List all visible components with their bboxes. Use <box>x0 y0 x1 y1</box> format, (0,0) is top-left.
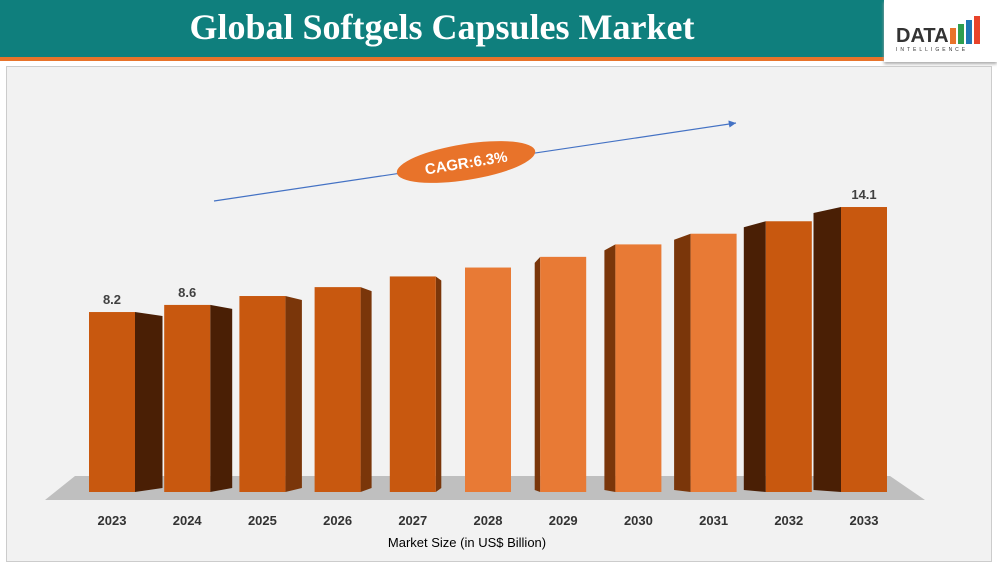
cagr-badge <box>396 141 536 183</box>
bar-2033 <box>841 207 887 492</box>
x-tick-label: 2024 <box>173 513 203 528</box>
data-label: 8.2 <box>103 292 121 307</box>
bar-side-2032 <box>743 221 766 492</box>
x-tick-label: 2030 <box>624 513 653 528</box>
page-title: Global Softgels Capsules Market <box>189 7 695 47</box>
header-banner: Global Softgels Capsules Market <box>0 0 884 61</box>
bar-2025 <box>239 296 286 492</box>
bar-2023 <box>89 312 135 492</box>
bar-side-2031 <box>674 233 691 492</box>
bar-2027 <box>389 276 436 492</box>
bar-side-2027 <box>435 276 442 492</box>
bar-side-2033 <box>813 207 841 492</box>
x-tick-label: 2026 <box>323 513 352 528</box>
bar-2028 <box>465 267 511 492</box>
bar-side-2025 <box>285 296 302 492</box>
bar-side-2026 <box>360 287 372 492</box>
svg-text:INTELLIGENCE: INTELLIGENCE <box>896 47 968 53</box>
bar-2026 <box>314 287 361 492</box>
x-tick-label: 2031 <box>699 513 728 528</box>
bar-2032 <box>765 221 812 492</box>
x-tick-label: 2023 <box>98 513 127 528</box>
x-tick-label: 2028 <box>474 513 503 528</box>
x-tick-label: 2025 <box>248 513 277 528</box>
data-label: 14.1 <box>851 187 876 202</box>
x-tick-label: 2032 <box>774 513 803 528</box>
x-axis-title: Market Size (in US$ Billion) <box>388 535 546 550</box>
bar-2024 <box>164 304 211 492</box>
bar-2030 <box>615 244 662 492</box>
data-intelligence-logo: DATA INTELLIGENCE <box>896 16 980 53</box>
x-tick-label: 2033 <box>850 513 879 528</box>
svg-text:DATA: DATA <box>896 25 949 47</box>
x-tick-label: 2027 <box>398 513 427 528</box>
bar-side-2023 <box>135 312 163 492</box>
logo: DATA INTELLIGENCE <box>884 0 997 62</box>
x-tick-label: 2029 <box>549 513 578 528</box>
bar-side-2030 <box>604 244 616 492</box>
bar-2031 <box>690 233 737 492</box>
bar-2029 <box>540 256 587 492</box>
data-label: 8.6 <box>178 285 196 300</box>
bar-side-2029 <box>534 256 541 492</box>
bar-side-2024 <box>210 304 233 492</box>
